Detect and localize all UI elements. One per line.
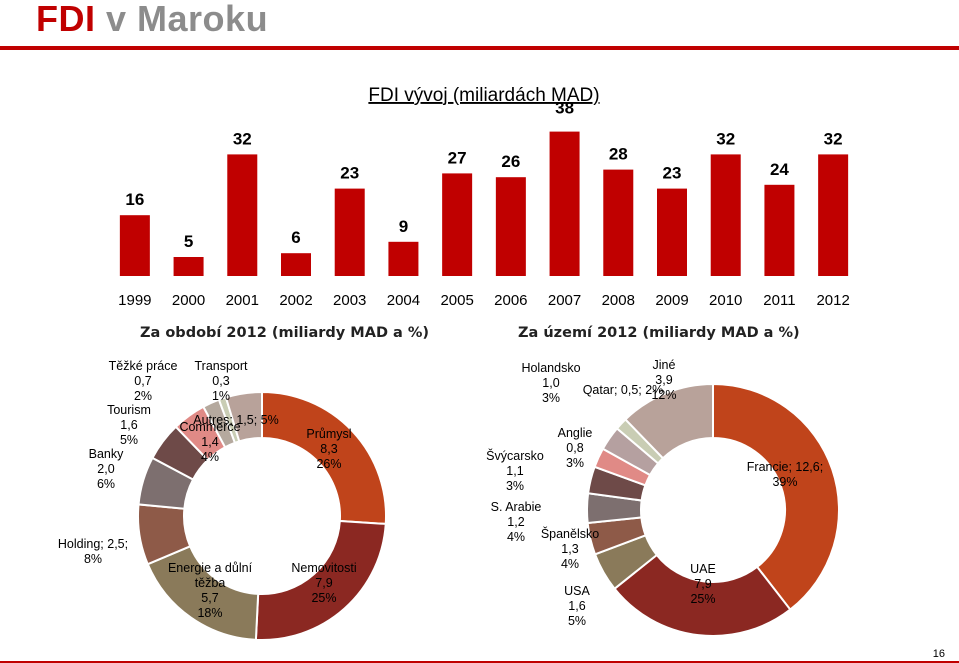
bar-1999	[119, 215, 150, 276]
bar-value-label: 23	[663, 164, 682, 183]
bar-value-label: 38	[555, 99, 574, 118]
bar-value-label: 28	[609, 145, 628, 164]
x-tick-label: 2009	[655, 292, 688, 309]
slide-title: FDI v Maroku	[36, 0, 268, 40]
bar-2007	[549, 131, 580, 276]
pie2-label-2: USA 1,6 5%	[564, 584, 590, 628]
x-tick-label: 2006	[494, 292, 527, 309]
x-tick-label: 2003	[333, 292, 366, 309]
bar-value-label: 32	[824, 129, 843, 148]
bar-2005	[442, 173, 473, 276]
bar-value-label: 16	[125, 190, 144, 209]
pie1-label-6: Commerce 1,4 4%	[179, 420, 240, 464]
pie2-slice-1	[613, 553, 792, 637]
footer-divider	[0, 661, 959, 663]
bar-value-label: 27	[448, 148, 467, 167]
bar-chart-title: FDI vývoj (miliardách MAD)	[368, 85, 599, 106]
pie2-label-9: Jiné 3,9 12%	[651, 358, 676, 402]
slide-title-strong: FDI	[36, 0, 96, 39]
bar-2011	[764, 184, 795, 276]
x-tick-label: 2001	[226, 292, 259, 309]
pie1-title: Za období 2012 (miliardy MAD a %)	[140, 325, 430, 341]
bar-value-label: 9	[399, 217, 408, 236]
x-tick-label: 2008	[602, 292, 635, 309]
pie2-label-0: Francie; 12,6; 39%	[747, 460, 823, 489]
pie2-slice-9	[624, 382, 714, 460]
bar-2000	[173, 257, 204, 276]
pie1-label-2: Energie a důlní těžba 5,7 18%	[168, 561, 253, 620]
pie2-label-7: Holandsko 1,0 3%	[521, 361, 580, 405]
x-tick-label: 2002	[279, 292, 312, 309]
pie1-label-4: Banky 2,0 6%	[89, 447, 124, 491]
bar-2003	[334, 188, 365, 276]
header-divider	[0, 46, 959, 50]
pie1-label-8: Transport 0,3 1%	[194, 359, 248, 403]
bar-2004	[388, 241, 419, 276]
bar-value-label: 26	[501, 152, 520, 171]
bar-value-label: 6	[291, 228, 300, 247]
x-tick-label: 1999	[118, 292, 151, 309]
bar-value-label: 32	[716, 129, 735, 148]
pie2-label-3: Španělsko 1,3 4%	[541, 526, 599, 571]
bar-value-label: 32	[233, 129, 252, 148]
bar-2002	[281, 253, 311, 276]
pie1-label-3: Holding; 2,5; 8%	[58, 537, 128, 566]
pie2-slice-0	[712, 382, 840, 611]
pie2-label-4: S. Arabie 1,2 4%	[491, 500, 542, 544]
pie1-label-0: Průmysl 8,3 26%	[306, 427, 351, 471]
pie2-label-1: UAE 7,9 25%	[690, 562, 716, 606]
x-tick-label: 2005	[440, 292, 473, 309]
pie1-slice-9	[224, 390, 263, 443]
bar-2012	[818, 154, 849, 276]
bar-2001	[227, 154, 258, 276]
pie2-label-5: Švýcarsko 1,1 3%	[486, 448, 544, 493]
pie1-label-5: Tourism 1,6 5%	[107, 403, 151, 447]
x-tick-label: 2000	[172, 292, 205, 309]
bar-2009	[657, 188, 687, 276]
bar-value-label: 23	[340, 164, 359, 183]
pie1-label-1: Nemovitosti 7,9 25%	[291, 561, 356, 605]
bar-value-label: 5	[184, 232, 193, 251]
bar-2008	[603, 169, 634, 276]
x-tick-label: 2012	[816, 292, 849, 309]
x-tick-label: 2010	[709, 292, 742, 309]
pie2-label-6: Anglie 0,8 3%	[558, 426, 593, 470]
pie2-title: Za území 2012 (miliardy MAD a %)	[518, 325, 800, 341]
slide-title-rest: v Maroku	[106, 0, 269, 39]
pie1-label-9: Autres; 1,5; 5%	[193, 413, 278, 427]
x-tick-label: 2011	[763, 292, 795, 309]
bar-value-label: 24	[770, 160, 789, 179]
page-number: 16	[932, 648, 945, 660]
bar-2006	[495, 177, 526, 276]
pie1-label-7: Těžké práce 0,7 2%	[109, 359, 178, 403]
bar-2010	[710, 154, 741, 276]
x-tick-label: 2004	[387, 292, 420, 309]
x-tick-label: 2007	[548, 292, 581, 309]
pie2-label-8: Qatar; 0,5; 2%	[583, 383, 664, 397]
